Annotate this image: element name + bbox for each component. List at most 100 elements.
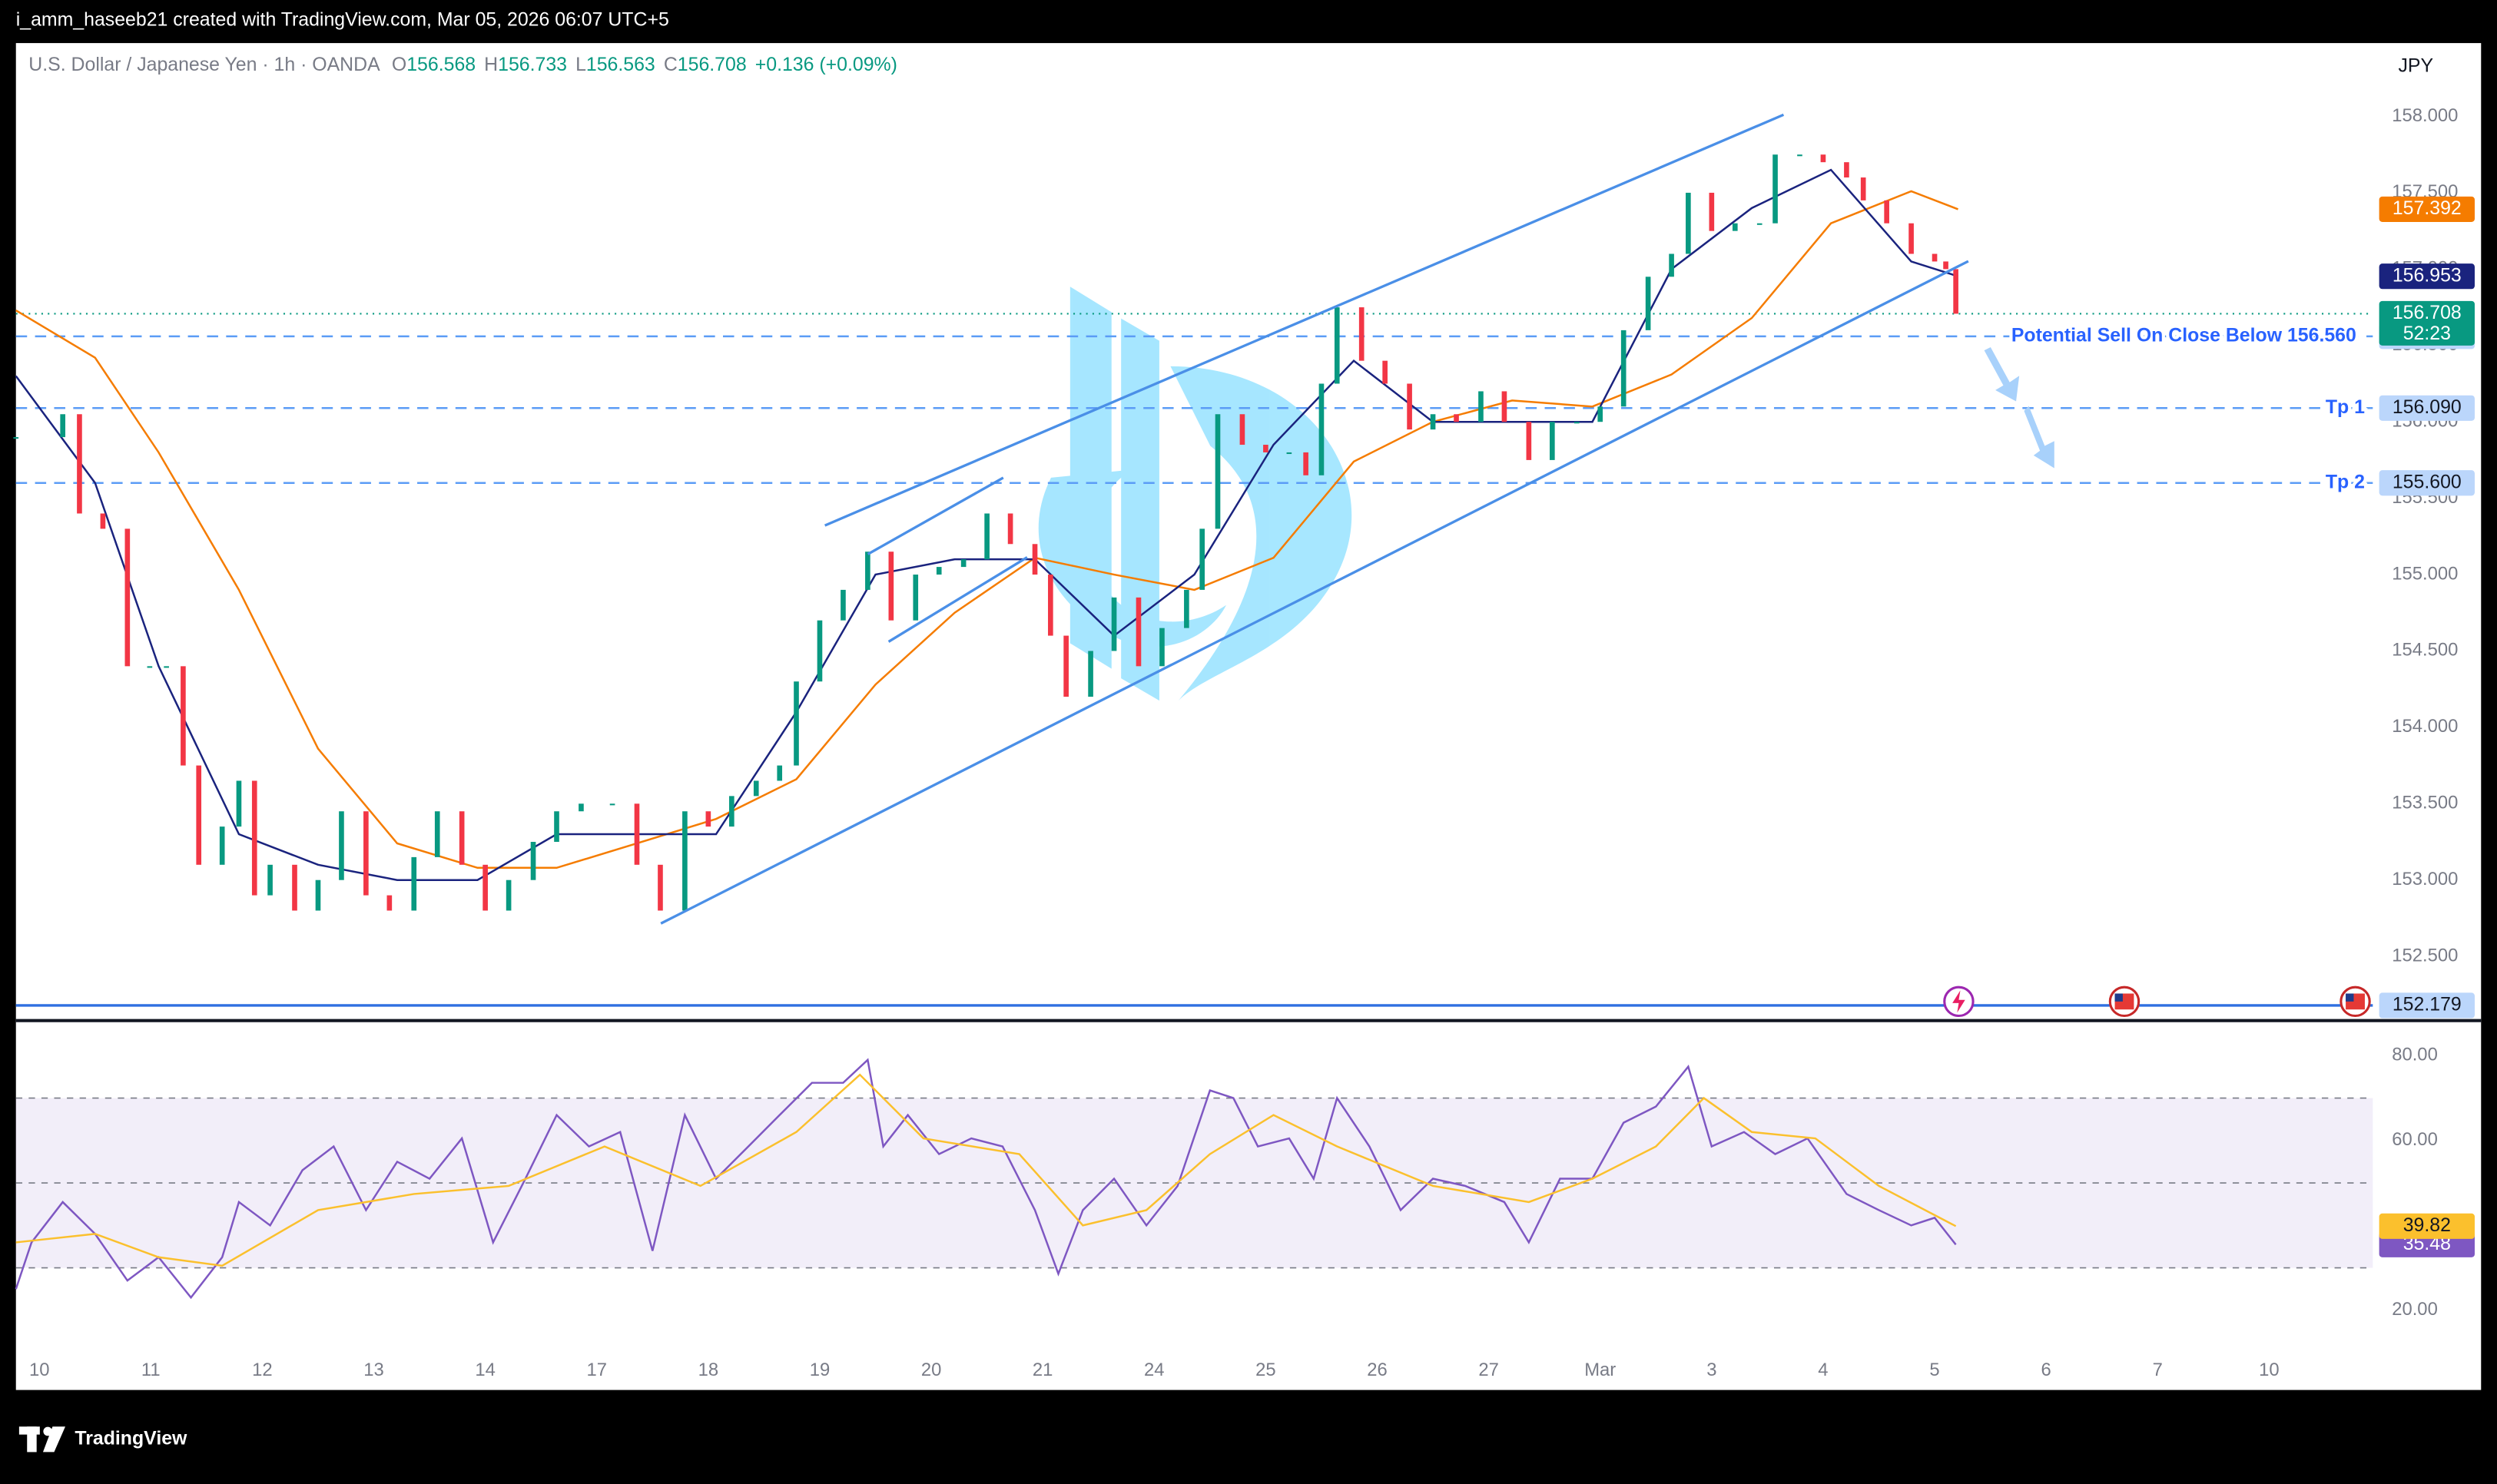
candle: [1645, 277, 1651, 330]
candle: [753, 780, 759, 797]
candle: [1063, 635, 1069, 697]
candle: [1334, 307, 1340, 384]
rsi-pane: 20.00 60.00 80.00 10 11 12 13 14 17 18 19 20 21 24 25 2…: [15, 1045, 2438, 1380]
x-tick-label: 24: [1144, 1360, 1165, 1380]
candle: [1908, 223, 1914, 254]
y-tick-label: 60.00: [2392, 1129, 2438, 1150]
x-tick-label: 7: [2153, 1360, 2163, 1380]
candle: [888, 552, 894, 621]
x-tick-label: 27: [1478, 1360, 1499, 1380]
x-tick-label: 21: [1033, 1360, 1053, 1380]
x-tick-label: 5: [1929, 1360, 1939, 1380]
line-series: [15, 1073, 1957, 1267]
candle: [1407, 383, 1412, 430]
price-tag-label: 156.953: [2393, 264, 2462, 286]
y-tick-label: 158.000: [2392, 105, 2458, 126]
y-tick-label: 152.500: [2392, 945, 2458, 966]
candle: [1932, 253, 1938, 262]
ohlc-value: 156.563: [586, 54, 655, 75]
candle: [705, 811, 711, 827]
candle: [482, 864, 488, 911]
candle: [1860, 177, 1866, 200]
channel-lower: [660, 260, 1969, 925]
candle: [1454, 414, 1459, 422]
level-text: Potential Sell On Close Below 156.560: [2011, 324, 2356, 346]
price-tag-label: 156.090: [2393, 396, 2462, 418]
price-tag-label: 156.708: [2393, 302, 2462, 323]
candle: [339, 811, 344, 880]
candle: [913, 575, 919, 621]
y-tick-label: 155.000: [2392, 563, 2458, 584]
candle: [164, 666, 169, 668]
candle: [1007, 513, 1013, 545]
candle: [147, 666, 153, 668]
x-tick-label: 25: [1255, 1360, 1276, 1380]
x-tick-label: 19: [810, 1360, 831, 1380]
candle: [1573, 422, 1580, 424]
candle: [1669, 253, 1674, 277]
candle: [777, 765, 783, 781]
candle: [1430, 414, 1436, 430]
y-tick-label: 20.00: [2392, 1299, 2438, 1320]
candle: [1732, 223, 1738, 231]
price-tag-label: 157.392: [2393, 197, 2462, 219]
x-tick-label: Mar: [1584, 1360, 1616, 1380]
candle: [459, 811, 465, 865]
projection-arrows: [1984, 346, 2054, 469]
candle: [1318, 383, 1325, 475]
line-series: [15, 1058, 1957, 1300]
line-series: [15, 190, 1958, 870]
candle: [1620, 330, 1627, 407]
ohlc-label: L: [575, 54, 586, 75]
price-tags: 156.560156.090155.600152.179157.392156.9…: [2379, 196, 2475, 1257]
x-tick-label: 12: [252, 1360, 273, 1380]
ohlc-label: H: [484, 54, 498, 75]
x-tick-label: 3: [1706, 1360, 1716, 1380]
candle: [411, 856, 417, 911]
ohlc-value: 156.733: [498, 54, 567, 75]
price-tag: [2379, 300, 2475, 346]
candle: [1032, 544, 1038, 575]
y-tick-label: 154.000: [2392, 716, 2458, 737]
candle: [865, 552, 870, 590]
x-tick-label: 10: [29, 1360, 50, 1380]
candle: [1686, 192, 1691, 254]
event-icons: [1943, 985, 2371, 1018]
candle: [530, 841, 536, 880]
attribution: i_amm_haseeb21 created with TradingView.…: [16, 9, 669, 31]
candle: [100, 513, 106, 529]
candle: [1501, 391, 1507, 422]
candle: [292, 864, 297, 911]
candle: [315, 879, 321, 911]
candle: [196, 765, 202, 865]
y-tick-label: 80.00: [2392, 1045, 2438, 1065]
candle: [1756, 223, 1762, 225]
candle: [1597, 406, 1603, 422]
candle: [1526, 422, 1532, 460]
candle: [1184, 589, 1189, 628]
candle: [817, 620, 823, 682]
candle: [984, 513, 990, 560]
candle: [1884, 200, 1889, 224]
candle: [1159, 628, 1165, 667]
symbol: U.S. Dollar / Japanese Yen · 1h · OANDA: [28, 54, 380, 75]
candle: [1239, 414, 1245, 446]
price-tag: [2379, 992, 2475, 1019]
channel-upper: [824, 113, 1785, 527]
candle: [1111, 597, 1117, 651]
candle: [1772, 154, 1778, 224]
candle: [960, 559, 967, 568]
candle: [363, 811, 369, 896]
candle: [1550, 422, 1555, 460]
level-text: Tp 1: [2326, 396, 2365, 418]
candle: [1820, 154, 1826, 163]
candle: [1943, 261, 1948, 270]
price-tag: [2379, 470, 2475, 496]
x-tick-label: 26: [1367, 1360, 1388, 1380]
candle: [554, 811, 559, 842]
candle: [1136, 597, 1142, 667]
price-tag: [2379, 395, 2475, 421]
candle: [506, 879, 512, 911]
y-tick-label: 153.000: [2392, 869, 2458, 889]
candle: [1478, 391, 1484, 422]
